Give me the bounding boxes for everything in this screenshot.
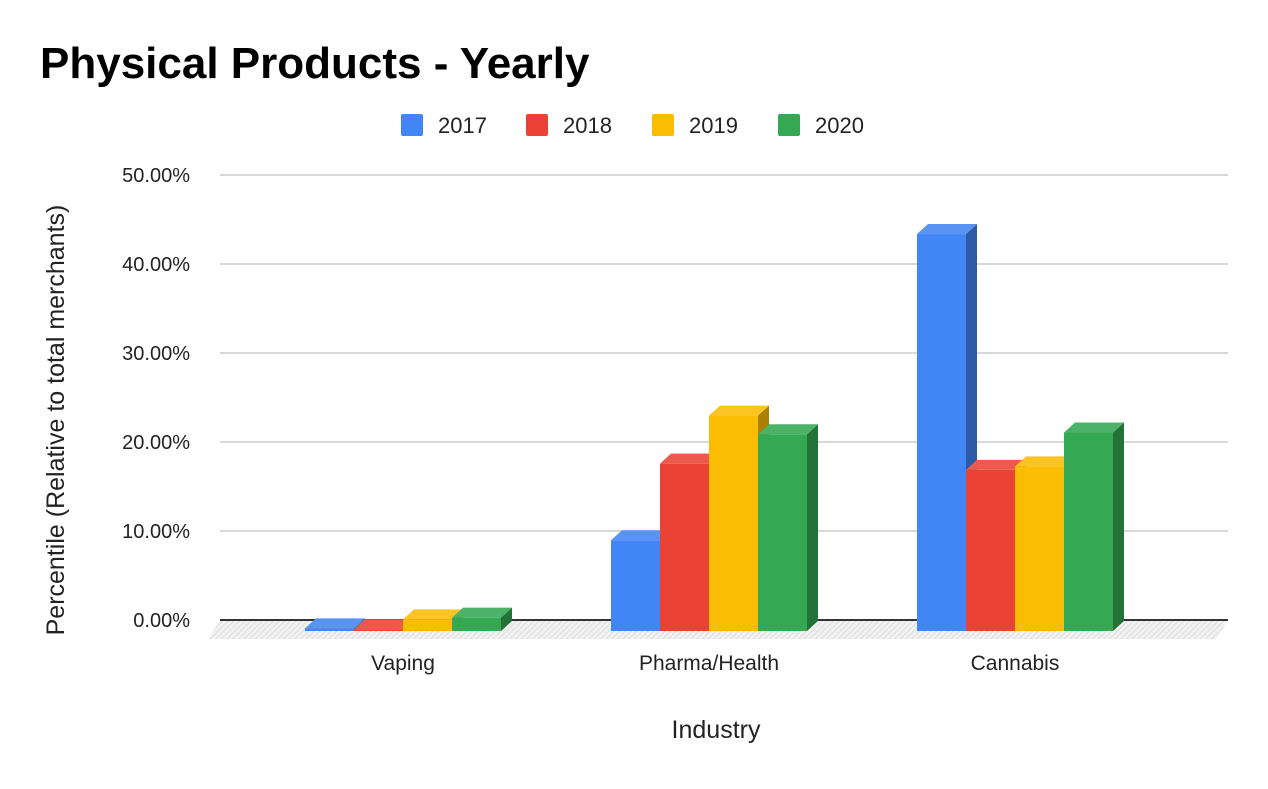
bar-front	[452, 617, 501, 631]
y-axis-title: Percentile (Relative to total merchants)	[42, 205, 70, 636]
bar-pharma-health-2020	[758, 424, 818, 631]
legend-label: 2019	[689, 113, 738, 138]
chart-title: Physical Products - Yearly	[40, 39, 590, 88]
bar-top	[1015, 456, 1075, 467]
y-tick-label: 0.00%	[133, 610, 190, 632]
bar-top	[758, 424, 818, 435]
bar-side	[501, 607, 512, 631]
y-tick-label: 20.00%	[122, 432, 190, 454]
legend-item-2019: 2019	[652, 113, 738, 138]
legend-label: 2017	[438, 113, 487, 138]
x-axis-title: Industry	[672, 716, 761, 744]
y-tick-label: 40.00%	[122, 254, 190, 276]
bar-front	[709, 415, 758, 631]
bar-front	[917, 234, 966, 631]
y-tick-label: 50.00%	[122, 165, 190, 187]
bar-front	[1015, 466, 1064, 631]
bar-side	[807, 424, 818, 631]
legend-label: 2018	[563, 113, 612, 138]
legend-swatch	[401, 114, 423, 136]
bar-top	[917, 224, 977, 235]
bar-front	[305, 628, 354, 631]
legend-item-2017: 2017	[401, 113, 487, 138]
bar-front	[966, 469, 1015, 631]
y-tick-label: 10.00%	[122, 521, 190, 543]
y-tick-label: 30.00%	[122, 343, 190, 365]
bar-front	[354, 629, 403, 631]
bar-front	[758, 434, 807, 631]
legend-label: 2020	[815, 113, 864, 138]
bar-vaping-2020	[452, 607, 512, 631]
bar-top	[611, 530, 671, 541]
bar-top	[403, 609, 463, 620]
bar-front	[611, 540, 660, 631]
x-category-label: Pharma/Health	[639, 652, 779, 675]
bar-top	[1064, 422, 1124, 433]
x-axis-categories: Vaping Pharma/Health Cannabis	[371, 652, 1059, 675]
bar-front	[403, 619, 452, 631]
bar-side	[1113, 422, 1124, 631]
legend-item-2020: 2020	[778, 113, 864, 138]
y-axis-ticks: 0.00% 10.00% 20.00% 30.00% 40.00% 50.00%	[122, 165, 190, 632]
bar-top	[709, 405, 769, 416]
bar-top	[966, 459, 1026, 470]
legend-swatch	[526, 114, 548, 136]
legend-swatch	[778, 114, 800, 136]
legend: 2017 2018 2019 2020	[401, 113, 864, 138]
bar-top	[660, 453, 720, 464]
bar-top	[305, 618, 365, 629]
bar-top	[452, 607, 512, 618]
bar-front	[660, 463, 709, 631]
x-category-label: Cannabis	[971, 652, 1060, 675]
bars	[305, 224, 1124, 631]
bar-cannabis-2020	[1064, 422, 1124, 631]
x-category-label: Vaping	[371, 652, 435, 675]
bar-top	[354, 619, 414, 630]
legend-swatch	[652, 114, 674, 136]
bar-front	[1064, 432, 1113, 631]
legend-item-2018: 2018	[526, 113, 612, 138]
